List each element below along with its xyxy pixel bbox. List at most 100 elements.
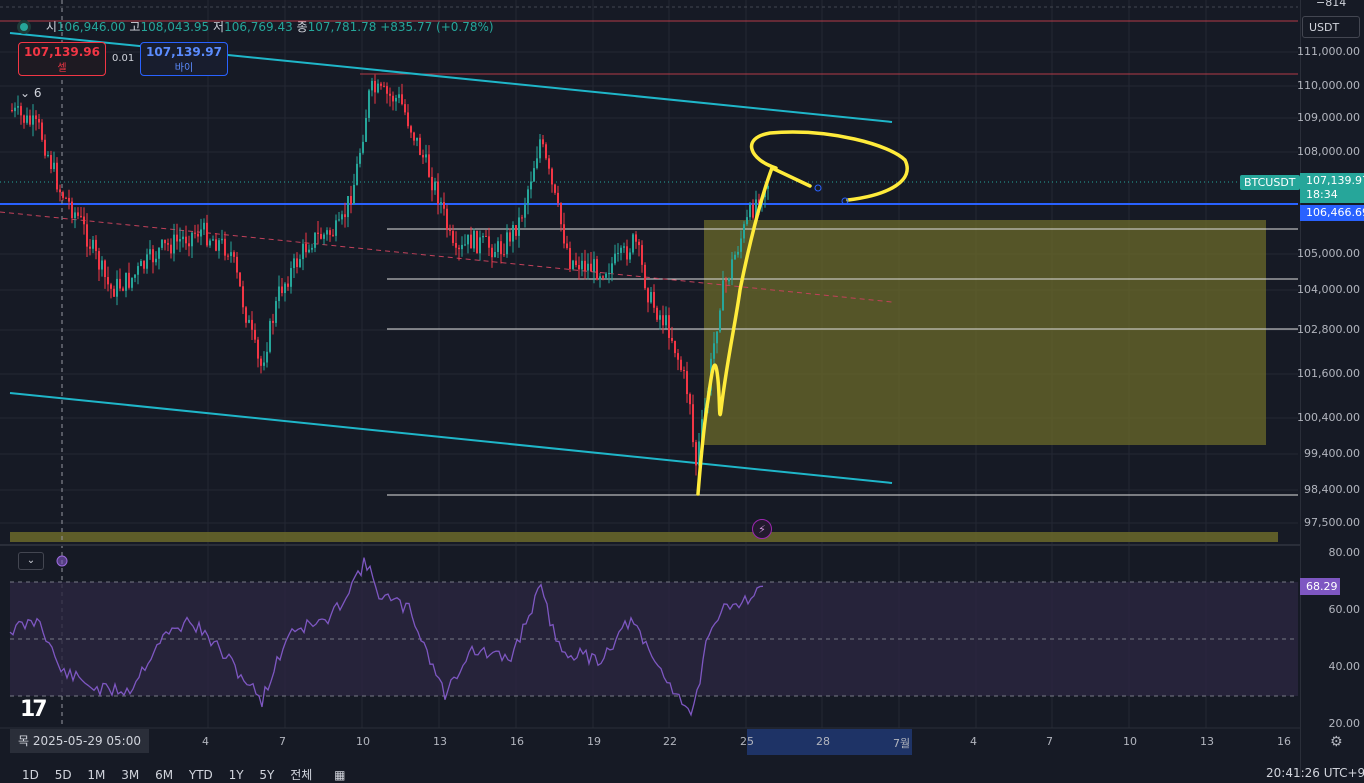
rsi-tick: 40.00 (1328, 660, 1361, 673)
candle-body (650, 292, 652, 303)
candle-body (47, 155, 49, 157)
candle-body (290, 268, 292, 287)
candle-body (191, 232, 193, 247)
candle-body (752, 204, 754, 218)
candle-body (125, 272, 127, 291)
indicators-toggle[interactable]: ⌄ 6 (20, 86, 42, 100)
candle-body (374, 80, 376, 93)
timeframe-1y[interactable]: 1Y (228, 768, 244, 782)
chart-canvas[interactable] (0, 0, 1300, 756)
candle-body (308, 249, 310, 253)
candle-body (635, 234, 637, 242)
utc-clock[interactable]: 20:41:26 UTC+9 (1266, 766, 1364, 780)
candle-body (347, 196, 349, 218)
candle-body (509, 232, 511, 242)
candle-body (473, 230, 475, 249)
candle-body (20, 106, 22, 116)
status-dot-icon (20, 23, 28, 31)
candle-body (407, 112, 409, 127)
candle-body (422, 154, 424, 158)
candle-body (188, 243, 190, 247)
candle-body (167, 243, 169, 245)
currency-label: USDT (1309, 21, 1340, 34)
time-tick: 7 (279, 735, 286, 748)
candle-body (647, 288, 649, 303)
sell-label: 셀 (57, 63, 67, 74)
candle-body (731, 259, 733, 279)
tradingview-logo-icon: 17 (20, 697, 48, 722)
price-tick: 98,400.00 (1304, 483, 1360, 496)
candle-body (689, 394, 691, 405)
timeframe-1d[interactable]: 1D (22, 768, 39, 782)
candle-body (371, 80, 373, 91)
time-tick: 10 (356, 735, 370, 748)
timeframe-6m[interactable]: 6M (155, 768, 174, 782)
timeframe-3m[interactable]: 3M (121, 768, 140, 782)
candle-body (332, 234, 334, 236)
time-tick: 25 (740, 735, 754, 748)
candle-body (329, 230, 331, 235)
price-tick: 100,400.00 (1297, 411, 1360, 424)
candle-body (278, 286, 280, 302)
candle-body (32, 115, 34, 125)
candle-body (257, 339, 259, 359)
candle-body (593, 259, 595, 272)
candle-body (77, 212, 79, 216)
candle-body (212, 239, 214, 241)
timeframe-1m[interactable]: 1M (87, 768, 106, 782)
candle-body (203, 222, 205, 230)
price-tick: 104,000.00 (1297, 283, 1360, 296)
buy-button[interactable]: 107,139.97 바이 (140, 42, 228, 76)
price-axis[interactable] (1300, 0, 1364, 777)
timeframe-5y[interactable]: 5Y (259, 768, 275, 782)
candle-body (617, 252, 619, 254)
candle-body (251, 319, 253, 330)
candle-body (80, 215, 82, 217)
sell-button[interactable]: 107,139.96 셀 (18, 42, 106, 76)
candle-body (584, 260, 586, 271)
candle-body (656, 307, 658, 320)
candle-body (359, 152, 361, 164)
candle-body (746, 217, 748, 225)
candle-body (590, 263, 592, 272)
hand-drawn-path (696, 165, 812, 496)
candle-body (83, 216, 85, 225)
candle-body (569, 248, 571, 270)
rsi-tick: 20.00 (1328, 717, 1361, 730)
candle-body (608, 273, 610, 275)
candle-body (338, 219, 340, 221)
low-value: 106,769.43 (224, 20, 293, 34)
candle-body (53, 162, 55, 170)
candle-body (575, 260, 577, 266)
timeframe-all[interactable]: 전체 (290, 768, 313, 782)
candle-body (305, 243, 307, 253)
candle-body (440, 202, 442, 204)
calendar-icon[interactable]: ▦ (334, 768, 346, 782)
timeframe-5d[interactable]: 5D (54, 768, 72, 782)
candle-body (431, 176, 433, 191)
candle-body (341, 214, 343, 220)
candle-body (602, 276, 604, 278)
rsi-tick: 80.00 (1328, 546, 1361, 559)
candle-body (587, 263, 589, 271)
candle-body (434, 181, 436, 191)
buy-price: 107,139.97 (146, 45, 222, 59)
lightning-icon[interactable]: ⚡ (752, 519, 772, 539)
currency-select[interactable]: USDT (1302, 16, 1360, 38)
last-price-badge: 107,139.97 18:34 (1300, 173, 1364, 203)
high-value: 108,043.95 (140, 20, 210, 34)
candle-body (425, 154, 427, 158)
candle-body (311, 247, 313, 250)
candle-body (683, 370, 685, 372)
candle-body (389, 93, 391, 96)
timeframe-ytd[interactable]: YTD (188, 768, 213, 782)
candle-body (194, 232, 196, 234)
candle-body (140, 261, 142, 267)
settings-gear-icon[interactable]: ⚙ (1330, 734, 1343, 750)
rsi-collapse-button[interactable]: ⌄ (18, 552, 44, 570)
candle-body (155, 258, 157, 263)
candle-body (377, 83, 379, 93)
time-tick: 13 (433, 735, 447, 748)
candle-body (599, 276, 601, 280)
candle-body (38, 118, 40, 123)
